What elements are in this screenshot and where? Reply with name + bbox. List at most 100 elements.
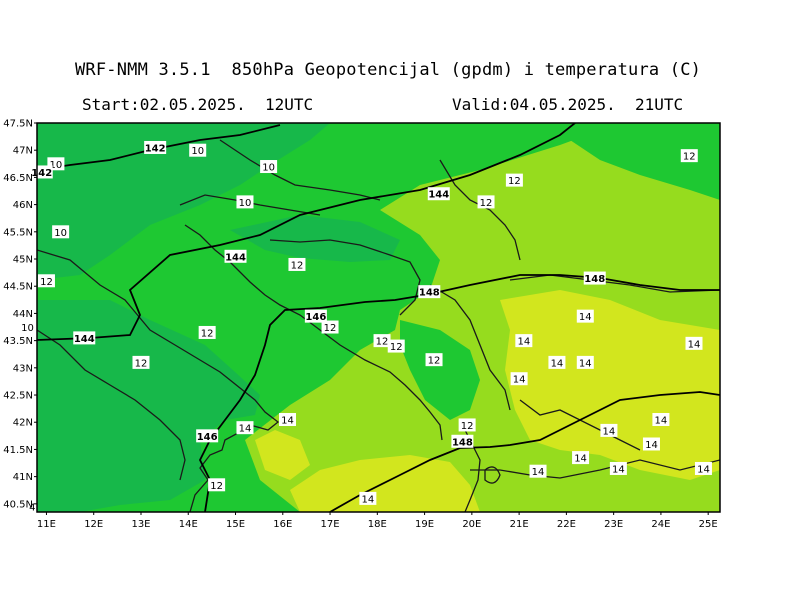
temperature-label-text: 14 bbox=[612, 464, 625, 475]
temperature-label-box bbox=[576, 309, 594, 323]
temperature-label-text: 12 bbox=[324, 323, 337, 334]
temperature-label-text: 12 bbox=[201, 328, 214, 339]
geopotential-label-text: 146 bbox=[197, 432, 218, 443]
temperature-label: 14 bbox=[548, 355, 566, 369]
temperature-label-text: 14 bbox=[579, 312, 592, 323]
t10-region-adriatic bbox=[230, 215, 400, 262]
geopotential-label-text: 142 bbox=[31, 168, 52, 179]
lon-tick-label: 24E bbox=[651, 519, 670, 530]
geopotential-label-text: 144 bbox=[225, 252, 246, 263]
temperature-label: 12 bbox=[288, 257, 306, 271]
lat-tick-label: 41.5N bbox=[3, 445, 33, 456]
temperature-label-text: 10 bbox=[239, 198, 252, 209]
t12-patch-montenegro bbox=[400, 320, 480, 420]
lon-tick-label: 25E bbox=[699, 519, 718, 530]
lat-tick-label: 43N bbox=[13, 363, 33, 374]
lat-tick-label: 46N bbox=[13, 200, 33, 211]
temperature-label-box bbox=[37, 274, 55, 288]
lat-tick-label: 42N bbox=[13, 418, 33, 429]
isoline-144 bbox=[37, 123, 576, 341]
croatia-bosnia-border bbox=[269, 239, 421, 316]
temperature-label-box bbox=[515, 334, 533, 348]
geopotential-label: 142 bbox=[144, 140, 167, 154]
temperature-label: 4 bbox=[27, 500, 38, 514]
temperature-label: 10 bbox=[236, 195, 254, 209]
temperature-label: 12 bbox=[505, 173, 523, 187]
geopotential-label-box bbox=[144, 140, 167, 154]
geopotential-labels: 142 142 144 144 144 146 146 148 148 148 bbox=[30, 140, 606, 448]
temperature-label: 14 bbox=[652, 413, 670, 427]
temperature-label-box bbox=[52, 225, 70, 239]
lat-tick-label: 44N bbox=[13, 309, 33, 320]
temperature-label: 12 bbox=[425, 353, 443, 367]
geopotential-label-text: 148 bbox=[419, 288, 440, 299]
temperature-label-box bbox=[208, 478, 226, 492]
temperature-label: 14 bbox=[694, 461, 712, 475]
temperature-label-box bbox=[27, 500, 38, 514]
lon-tick-label: 19E bbox=[415, 519, 434, 530]
temperature-label-text: 12 bbox=[390, 342, 403, 353]
temperature-label: 14 bbox=[236, 421, 254, 435]
serbia-border bbox=[429, 284, 511, 411]
temperature-label-text: 14 bbox=[239, 424, 252, 435]
temperature-label-box bbox=[288, 257, 306, 271]
temperature-label-box bbox=[189, 143, 207, 157]
geopotential-label-box bbox=[451, 434, 474, 448]
geopotential-label: 148 bbox=[451, 434, 474, 448]
geopotential-label: 144 bbox=[427, 187, 450, 201]
geopotential-label-box bbox=[583, 271, 606, 285]
lon-tick-label: 15E bbox=[226, 519, 245, 530]
geopotential-label: 142 bbox=[30, 165, 53, 179]
temperature-label-text: 14 bbox=[361, 494, 374, 505]
lon-tick-label: 17E bbox=[321, 519, 340, 530]
temperature-label-box bbox=[548, 355, 566, 369]
lon-tick-label: 23E bbox=[604, 519, 623, 530]
temperature-label: 14 bbox=[576, 355, 594, 369]
lat-tick-label: 42.5N bbox=[3, 391, 33, 402]
geopotential-label: 144 bbox=[73, 331, 96, 345]
temperature-label-box bbox=[387, 339, 405, 353]
temperature-label-box bbox=[572, 451, 590, 465]
temperature-label-box bbox=[260, 160, 278, 174]
lon-tick-label: 11E bbox=[37, 519, 56, 530]
geopotential-label-box bbox=[418, 285, 441, 299]
temperature-label-text: 10 bbox=[50, 160, 63, 171]
temperature-label-box bbox=[477, 195, 495, 209]
lon-tick-label: 12E bbox=[84, 519, 103, 530]
temperature-label: 12 bbox=[208, 478, 226, 492]
temperature-label-text: 12 bbox=[428, 356, 441, 367]
temperature-label-text: 14 bbox=[579, 358, 592, 369]
geopotential-label: 146 bbox=[196, 429, 219, 443]
temperature-label-text: 14 bbox=[551, 358, 564, 369]
lat-tick-label: 45N bbox=[13, 255, 33, 266]
temperature-label-box bbox=[505, 173, 523, 187]
temperature-label-box bbox=[576, 355, 594, 369]
temperature-label: 12 bbox=[477, 195, 495, 209]
austria-hungary-border bbox=[219, 139, 381, 201]
geopotential-label: 148 bbox=[418, 285, 441, 299]
valid-time: Valid:04.05.2025. 21UTC bbox=[452, 95, 684, 114]
temperature-label: 12 bbox=[680, 149, 698, 163]
temperature-label-box bbox=[236, 195, 254, 209]
temperature-label-box bbox=[236, 421, 254, 435]
map-title: WRF-NMM 3.5.1 850hPa Geopotencijal (gpdm… bbox=[75, 60, 702, 80]
geopotential-label-text: 142 bbox=[145, 143, 166, 154]
temperature-label-text: 12 bbox=[480, 198, 493, 209]
lat-tick-label: 45.5N bbox=[3, 227, 33, 238]
greece-border bbox=[470, 459, 720, 479]
lon-tick-label: 21E bbox=[510, 519, 529, 530]
geopotential-label-box bbox=[304, 309, 327, 323]
lake-ohrid bbox=[484, 466, 501, 484]
temperature-label: 14 bbox=[510, 372, 528, 386]
lat-tick-label: 46.5N bbox=[3, 173, 33, 184]
temperature-label: 10 bbox=[260, 160, 278, 174]
geopotential-label-text: 144 bbox=[74, 334, 95, 345]
temperature-label-box bbox=[359, 491, 377, 505]
lon-tick-label: 22E bbox=[557, 519, 576, 530]
geopotential-label-text: 148 bbox=[584, 274, 605, 285]
lat-tick-label: 47.5N bbox=[3, 119, 33, 130]
temperature-label-text: 10 bbox=[21, 323, 34, 334]
lat-tick-label: 43.5N bbox=[3, 336, 33, 347]
geopotential-label: 148 bbox=[583, 271, 606, 285]
